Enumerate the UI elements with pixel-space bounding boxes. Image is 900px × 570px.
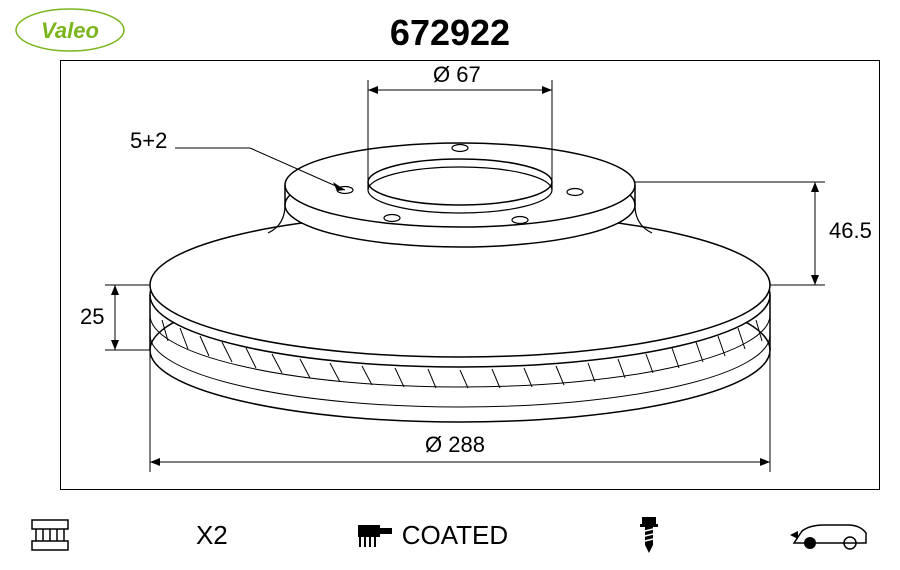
- dim-hub-diameter: Ø 67: [433, 62, 481, 88]
- quantity-text: X2: [196, 520, 228, 551]
- dim-outer-diameter: Ø 288: [425, 432, 485, 458]
- dim-offset: 46.5: [829, 218, 872, 244]
- brand-logo: Valeo: [15, 8, 125, 57]
- coated-label: COATED: [354, 519, 508, 551]
- vented-disc-icon: [30, 518, 70, 552]
- svg-text:Valeo: Valeo: [41, 18, 99, 43]
- dim-thickness: 25: [80, 304, 104, 330]
- dim-holes: 5+2: [130, 128, 167, 154]
- brake-disc-diagram: [60, 60, 880, 490]
- quantity-label: X2: [196, 520, 228, 551]
- brush-icon: [354, 519, 394, 551]
- part-number: 672922: [390, 12, 510, 54]
- front-axle-icon: [790, 519, 870, 551]
- coated-text: COATED: [402, 520, 508, 551]
- footer-row: X2 COATED: [30, 515, 870, 555]
- screw-icon: [634, 515, 664, 555]
